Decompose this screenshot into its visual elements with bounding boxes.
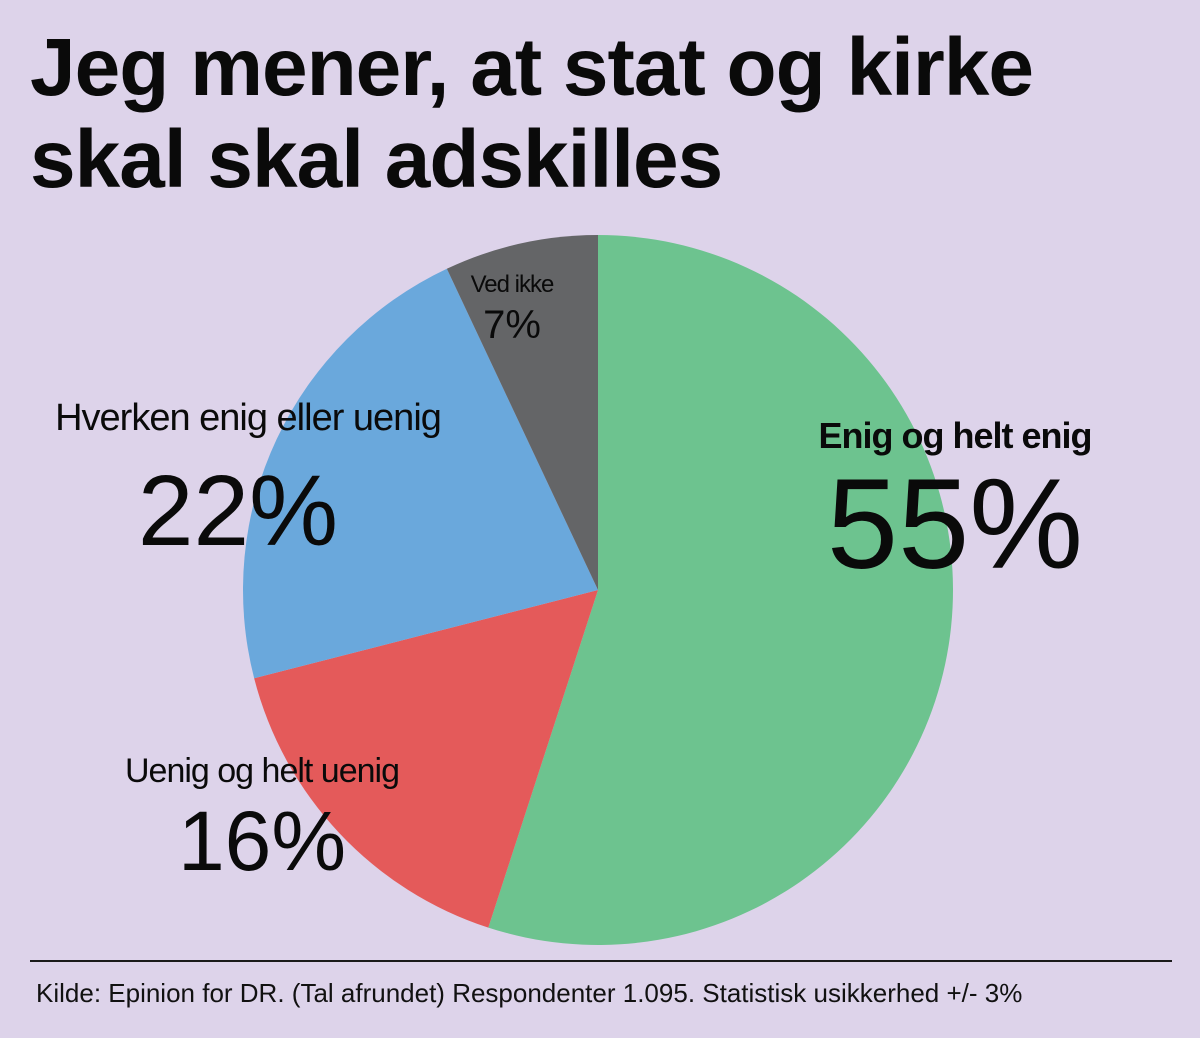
source-note: Kilde: Epinion for DR. (Tal afrundet) Re… bbox=[36, 978, 1023, 1008]
pie-slice-hverken-enig-eller-uenig bbox=[243, 268, 599, 679]
slice-label-hverken-enig-eller-uenig: Hverken enig eller uenig bbox=[55, 397, 441, 439]
pie-slice-ved-ikke bbox=[446, 235, 598, 590]
slice-value-ved-ikke: 7% bbox=[483, 303, 541, 347]
pie-slice-enig-og-helt-enig bbox=[488, 235, 953, 945]
title-line-1: Jeg mener, at stat og kirke bbox=[30, 22, 1034, 113]
slice-value-enig-og-helt-enig: 55% bbox=[827, 453, 1083, 596]
slice-value-hverken-enig-eller-uenig: 22% bbox=[138, 455, 338, 567]
slice-label-ved-ikke: Ved ikke bbox=[471, 271, 554, 298]
pie-slice-uenig-og-helt-uenig bbox=[254, 590, 598, 928]
chart-title: Jeg mener, at stat og kirke skal skal ad… bbox=[30, 22, 1180, 206]
slice-value-uenig-og-helt-uenig: 16% bbox=[178, 794, 346, 888]
slice-label-enig-og-helt-enig: Enig og helt enig bbox=[819, 415, 1092, 456]
footer-divider bbox=[30, 960, 1172, 962]
slice-label-uenig-og-helt-uenig: Uenig og helt uenig bbox=[125, 752, 399, 790]
title-line-2: skal skal adskilles bbox=[30, 114, 723, 205]
